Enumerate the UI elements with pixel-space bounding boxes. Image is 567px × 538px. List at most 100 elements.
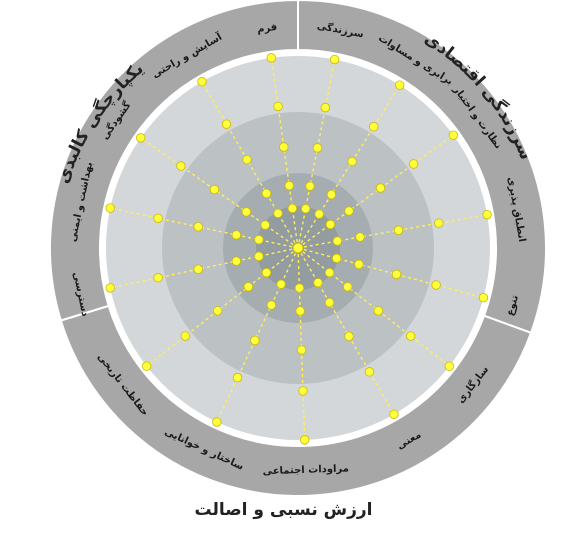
node-15-5 xyxy=(266,53,276,63)
node-10-5 xyxy=(142,361,152,371)
node-4-5 xyxy=(482,209,492,220)
node-15-4 xyxy=(273,101,283,112)
node-15-3 xyxy=(279,142,289,152)
node-8-5 xyxy=(300,435,310,445)
node-11-2 xyxy=(231,256,242,266)
spoke-12 xyxy=(110,207,299,249)
node-4-3 xyxy=(393,225,404,235)
node-13-4 xyxy=(176,161,186,171)
node-5-4 xyxy=(431,280,441,290)
outer-band-physical xyxy=(49,0,299,322)
node-9-4 xyxy=(232,372,243,383)
node-5-1 xyxy=(331,253,342,264)
node-1-3 xyxy=(312,143,323,153)
node-5-2 xyxy=(354,259,364,270)
spoke-6 xyxy=(297,247,450,367)
node-8-2 xyxy=(295,306,305,316)
node-13-5 xyxy=(136,133,146,143)
node-4-4 xyxy=(434,218,444,228)
nodes-layer xyxy=(105,53,492,445)
node-7-4 xyxy=(364,367,375,377)
node-15-1 xyxy=(287,203,298,214)
node-6-3 xyxy=(373,306,384,316)
spoke-1 xyxy=(297,59,336,249)
node-12-1 xyxy=(254,234,264,245)
outer-band-relative xyxy=(59,304,533,497)
node-11-4 xyxy=(153,273,163,283)
spoke-11 xyxy=(110,247,299,289)
node-3-3 xyxy=(375,183,386,193)
node-7-1 xyxy=(313,277,323,288)
node-14-4 xyxy=(221,119,232,129)
node-12-5 xyxy=(105,203,115,213)
node-10-1 xyxy=(261,267,272,278)
node-14-1 xyxy=(273,208,283,219)
node-7-3 xyxy=(344,331,354,342)
node-5-3 xyxy=(391,269,402,280)
node-10-2 xyxy=(243,282,254,292)
sector-label-8: مراودات اجتماعی xyxy=(262,463,349,477)
spoke-3 xyxy=(297,134,454,249)
node-2-5 xyxy=(395,80,405,90)
spoke-15 xyxy=(270,57,299,249)
spoke-4 xyxy=(297,213,488,249)
node-12-4 xyxy=(153,213,163,223)
node-13-3 xyxy=(209,184,220,195)
node-8-1 xyxy=(294,283,305,293)
node-12-3 xyxy=(193,222,203,232)
node-6-4 xyxy=(405,331,416,341)
node-8-4 xyxy=(298,386,308,396)
spokes-layer xyxy=(110,57,488,440)
spoke-2 xyxy=(297,84,401,249)
center-node xyxy=(292,242,304,254)
node-2-1 xyxy=(314,209,324,219)
node-4-2 xyxy=(355,232,365,242)
node-6-1 xyxy=(324,267,335,278)
spoke-10 xyxy=(146,247,299,367)
bottom-caption: ارزش نسبی و اصالت xyxy=(194,500,373,520)
node-13-1 xyxy=(260,220,270,230)
node-8-3 xyxy=(296,345,307,355)
node-15-2 xyxy=(284,180,294,191)
spoke-5 xyxy=(297,247,484,299)
node-13-2 xyxy=(241,207,252,217)
node-3-4 xyxy=(408,159,419,169)
node-9-2 xyxy=(266,300,277,310)
node-14-5 xyxy=(197,77,207,87)
node-9-5 xyxy=(212,417,222,427)
node-9-3 xyxy=(250,335,260,346)
node-2-4 xyxy=(369,122,379,132)
spoke-14 xyxy=(201,81,299,249)
sector-label-15: فرم xyxy=(256,22,277,36)
node-10-4 xyxy=(180,331,191,341)
node-3-5 xyxy=(448,130,459,140)
node-3-2 xyxy=(344,206,354,216)
node-6-2 xyxy=(342,282,353,292)
node-1-4 xyxy=(320,102,330,113)
node-2-3 xyxy=(347,156,357,167)
sector-label-5: تنوع xyxy=(505,294,521,317)
node-7-5 xyxy=(389,409,399,419)
node-2-2 xyxy=(326,189,337,200)
node-1-5 xyxy=(329,54,340,65)
node-14-3 xyxy=(242,154,252,165)
spoke-9 xyxy=(216,247,299,423)
node-9-1 xyxy=(276,279,286,289)
node-11-5 xyxy=(105,283,115,293)
spoke-8 xyxy=(297,247,306,440)
node-1-1 xyxy=(300,204,311,214)
node-10-3 xyxy=(212,306,223,316)
node-5-5 xyxy=(478,292,489,303)
node-11-3 xyxy=(193,264,203,274)
spoke-7 xyxy=(297,247,395,415)
node-4-1 xyxy=(332,236,343,246)
node-12-2 xyxy=(231,230,242,240)
node-14-2 xyxy=(261,188,272,199)
node-6-5 xyxy=(444,361,454,371)
node-1-2 xyxy=(305,181,315,191)
node-11-1 xyxy=(254,251,264,262)
node-7-2 xyxy=(324,297,335,308)
spoke-13 xyxy=(140,137,299,249)
